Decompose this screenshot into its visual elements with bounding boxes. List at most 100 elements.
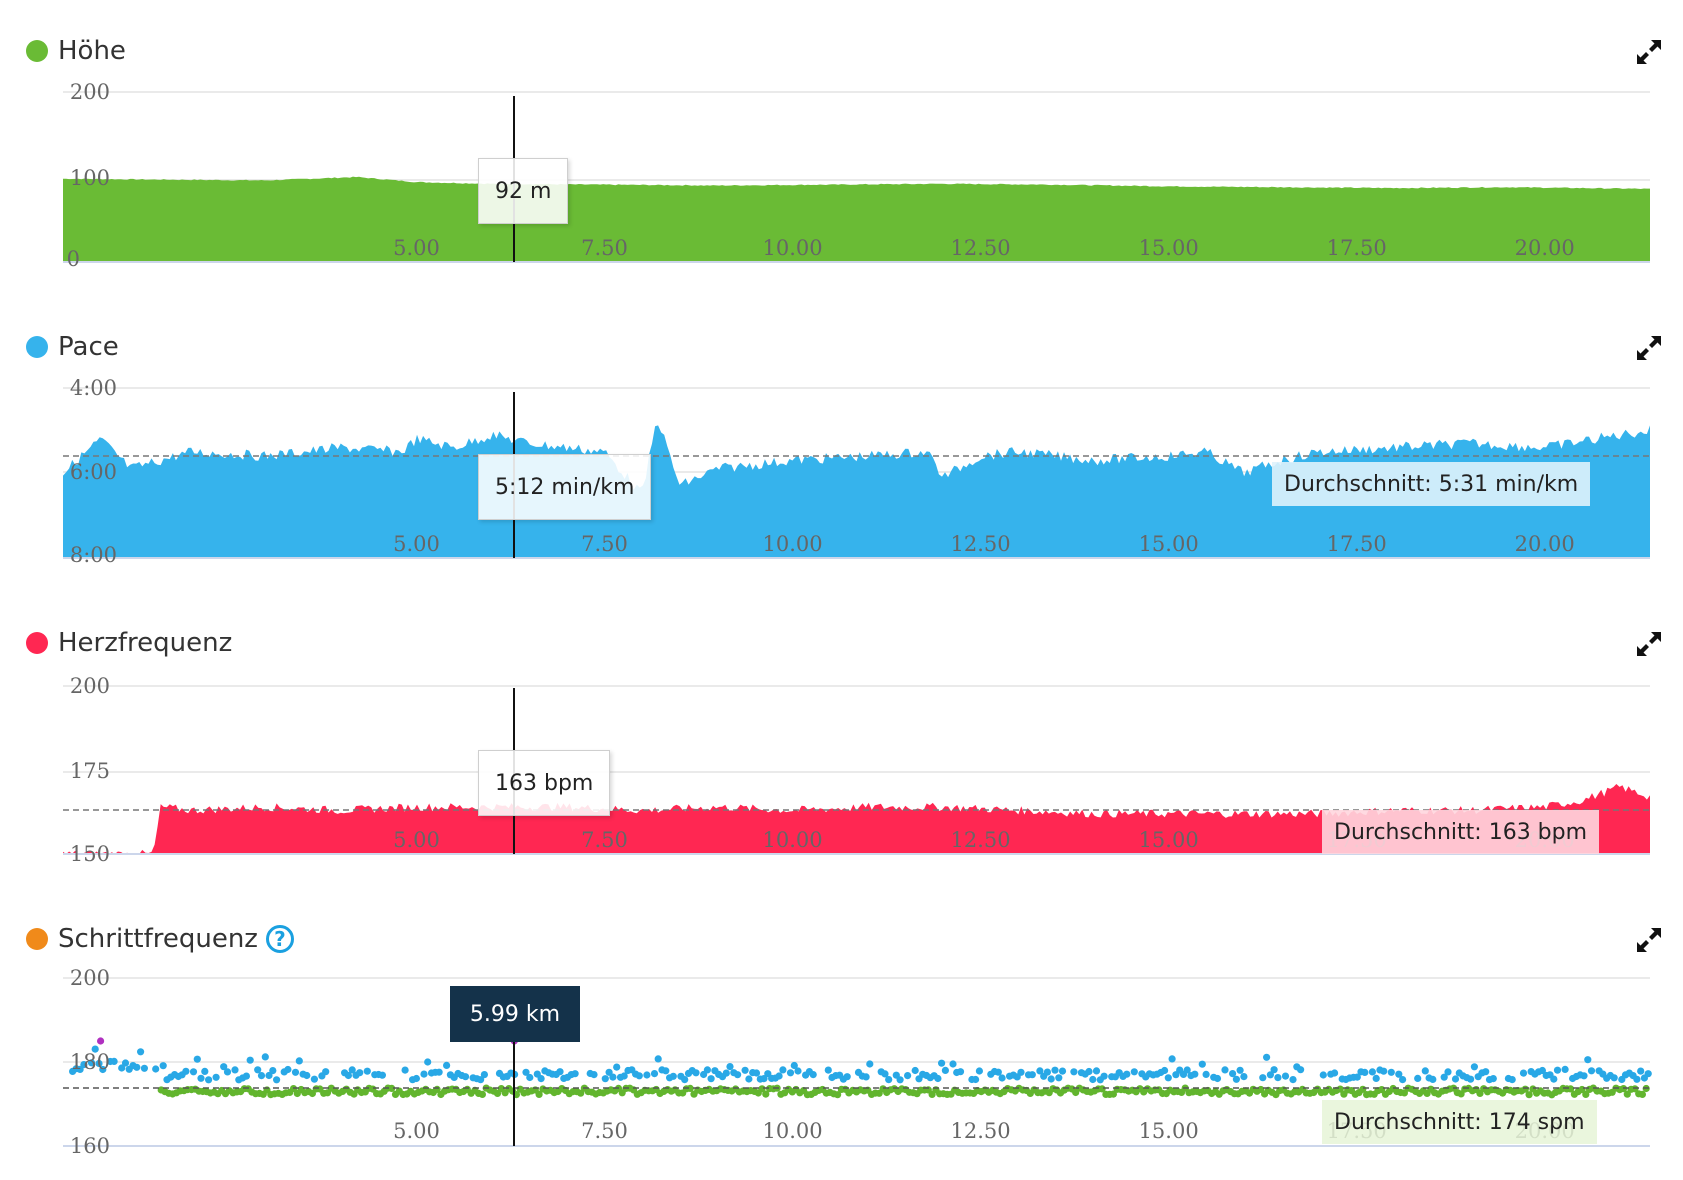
scatter-point (590, 1071, 598, 1079)
scatter-point (571, 1070, 579, 1078)
scatter-point (1561, 1065, 1569, 1073)
scatter-point (1092, 1067, 1101, 1075)
scatter-point (1644, 1070, 1652, 1078)
scatter-point (1444, 1068, 1452, 1076)
scatter-point (1550, 1075, 1558, 1083)
scatter-point (1319, 1071, 1327, 1079)
scatter-point (99, 1065, 107, 1074)
y-tick-label: 180 (70, 1050, 110, 1074)
scatter-point (1130, 1068, 1138, 1076)
expand-icon[interactable] (1635, 926, 1663, 954)
scatter-point (295, 1057, 303, 1065)
expand-icon[interactable] (1635, 334, 1663, 362)
scatter-point (1467, 1075, 1475, 1083)
scatter-point (291, 1068, 300, 1076)
panel-title-herz: Herzfrequenz (58, 628, 233, 658)
scatter-point (265, 1071, 273, 1080)
scatter-point (461, 1073, 470, 1081)
question-circle-icon[interactable]: ? (265, 925, 294, 953)
expand-icon[interactable] (1635, 38, 1663, 66)
x-tick-label: 10.00 (763, 1119, 823, 1143)
scatter-point (760, 1075, 768, 1083)
scatter-point (535, 1090, 543, 1098)
scatter-point (1368, 1068, 1376, 1076)
scatter-point (1372, 1074, 1380, 1082)
scatter-point (1089, 1075, 1097, 1084)
scatter-point (1191, 1070, 1199, 1078)
x-tick-label: 12.50 (951, 236, 1011, 260)
scatter-point (212, 1073, 220, 1081)
scatter-point (938, 1059, 946, 1067)
panel-header-pace: Pace (26, 332, 119, 362)
scatter-point (1353, 1073, 1361, 1081)
scatter-point (76, 1065, 84, 1073)
x-tick-label: 5.00 (393, 236, 440, 260)
scatter-point (809, 1071, 817, 1079)
scatter-point (1259, 1074, 1267, 1082)
scatter-point (1440, 1073, 1448, 1081)
scatter-point (1525, 1091, 1533, 1099)
scatter-point (745, 1075, 753, 1083)
scatter-point (420, 1070, 428, 1078)
x-tick-label: 10.00 (763, 828, 823, 852)
scatter-point (1017, 1068, 1025, 1076)
scatter-point (1587, 1067, 1596, 1075)
x-tick-label: 7.50 (581, 1119, 628, 1143)
scatter-point (1361, 1068, 1369, 1076)
scatter-point (348, 1066, 356, 1074)
x-tick-label: 12.50 (951, 1119, 1011, 1143)
x-tick-label: 20.00 (1515, 236, 1575, 260)
scatter-point (881, 1070, 889, 1078)
scatter-point (601, 1075, 609, 1083)
scatter-point (303, 1071, 311, 1080)
scatter-point (1399, 1076, 1407, 1084)
scatter-point (97, 1037, 105, 1045)
scatter-point (121, 1059, 130, 1067)
tooltip-herz: 163 bpm (478, 750, 611, 816)
scatter-point (493, 1089, 502, 1097)
scatter-point (526, 1073, 534, 1082)
scatter-point (1098, 1085, 1106, 1093)
scatter-point (537, 1075, 545, 1083)
scatter-point (577, 1089, 585, 1097)
scatter-point (824, 1066, 832, 1074)
scatter-point (1519, 1069, 1528, 1077)
panel-header-schritt: Schrittfrequenz ? (26, 924, 294, 954)
area-herz (63, 784, 1650, 854)
scatter-point (605, 1068, 613, 1076)
scatter-point (1161, 1066, 1169, 1075)
scatter-point (231, 1066, 239, 1074)
scatter-point (1482, 1068, 1490, 1076)
area-hoehe (63, 176, 1650, 262)
scatter-point (1236, 1066, 1244, 1074)
x-tick-label: 5.00 (393, 1119, 440, 1143)
scatter-point (896, 1076, 904, 1084)
chart-schritt: 200 180 160 5.007.5010.0012.5015.0017.50… (63, 966, 1652, 1158)
scatter-point (140, 1064, 148, 1072)
scatter-point (1085, 1067, 1093, 1076)
scatter-point (556, 1068, 564, 1076)
scatter-point (843, 1073, 851, 1081)
cursor-km-tooltip: 5.99 km (450, 986, 580, 1042)
scatter-point (152, 1065, 160, 1073)
panel-header-hoehe: Höhe (26, 36, 126, 66)
tooltip-pace: 5:12 min/km (478, 454, 652, 520)
scatter-point (1489, 1075, 1497, 1083)
scatter-point (834, 1091, 842, 1099)
scatter-point (1584, 1056, 1592, 1064)
legend-dot-pace (26, 336, 48, 358)
scatter-point (424, 1058, 432, 1066)
scatter-point (273, 1076, 281, 1084)
scatter-point (911, 1066, 919, 1075)
scatter-point (758, 1085, 766, 1093)
scatter-point (1028, 1071, 1036, 1079)
x-tick-label: 7.50 (581, 236, 628, 260)
scatter-point (1387, 1068, 1395, 1076)
expand-icon[interactable] (1635, 630, 1663, 658)
scatter-point (1047, 1075, 1055, 1083)
scatter-point (1240, 1073, 1248, 1081)
tooltip-hoehe: 92 m (478, 158, 569, 224)
scatter-point (775, 1072, 783, 1080)
scatter-point (1281, 1072, 1290, 1080)
scatter-point (1164, 1074, 1172, 1082)
